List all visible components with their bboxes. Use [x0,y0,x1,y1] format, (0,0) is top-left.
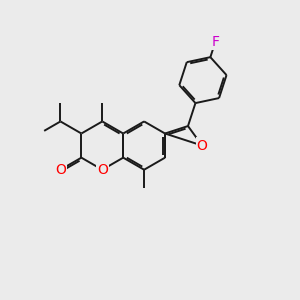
Text: F: F [212,35,219,49]
Text: O: O [197,139,208,153]
Text: O: O [97,163,108,177]
Text: O: O [55,163,66,177]
